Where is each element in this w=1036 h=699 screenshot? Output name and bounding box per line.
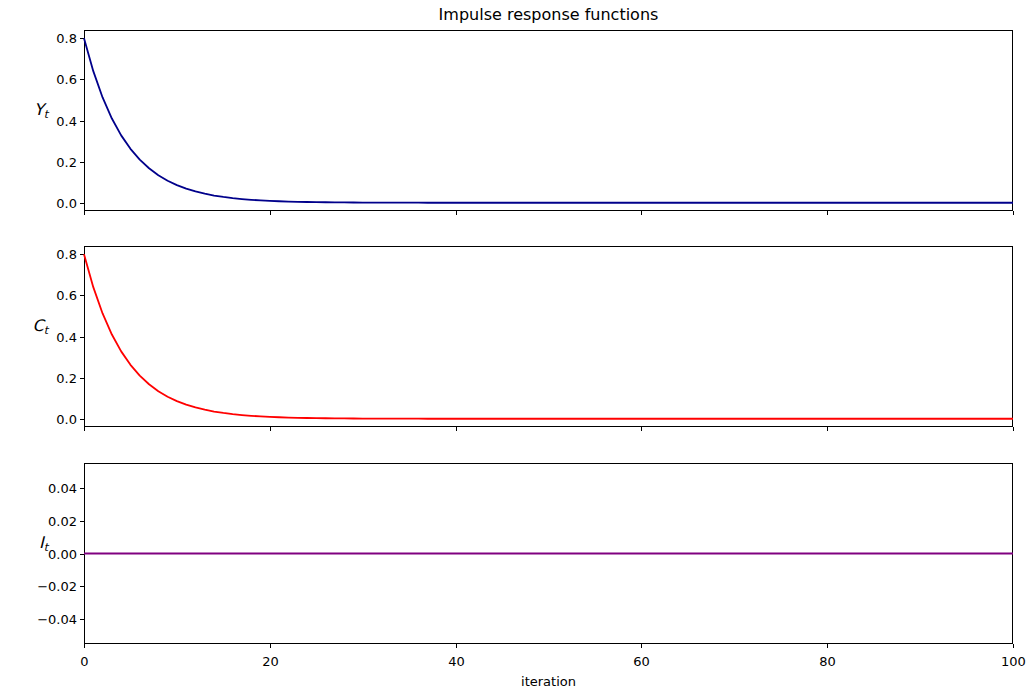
axes-frame <box>85 247 1013 427</box>
ylabel-Ct-main: C <box>33 316 44 335</box>
axes-frame <box>85 31 1013 211</box>
series-line-Ct <box>84 254 1013 419</box>
ylabel-Yt-sub: t <box>44 108 48 121</box>
y-tick-label: 0.0 <box>56 412 77 427</box>
y-tick-label: 0.6 <box>56 288 77 303</box>
x-tick-label: 80 <box>819 654 836 669</box>
x-tick-label: 60 <box>633 654 650 669</box>
subplot-Yt: 0.0 0.2 0.4 0.6 0.8 <box>56 31 1013 216</box>
xlabel: iteration <box>84 674 1013 689</box>
y-tick-label: 0.2 <box>56 371 77 386</box>
series-line-Yt <box>84 38 1013 203</box>
y-tick-label: 0.4 <box>56 114 77 129</box>
axes-canvas: 0.0 0.2 0.4 0.6 0.8 0.0 0.2 0.4 0.6 0.8 −0.04 −0.02… <box>0 0 1036 699</box>
chart-title: Impulse response functions <box>84 5 1013 24</box>
x-tick-label: 20 <box>262 654 279 669</box>
y-tick-label: 0.8 <box>56 31 77 46</box>
y-tick-label: 0.04 <box>48 481 77 496</box>
ylabel-Yt: Yt <box>0 100 48 120</box>
ylabel-Yt-main: Y <box>34 100 44 119</box>
ylabel-Ct: Ct <box>0 316 48 336</box>
y-tick-label: 0.8 <box>56 247 77 262</box>
y-tick-label: 0.0 <box>56 196 77 211</box>
x-tick-label: 40 <box>448 654 465 669</box>
x-tick-label: 100 <box>1001 654 1026 669</box>
y-tick-label: 0.4 <box>56 330 77 345</box>
ylabel-It: It <box>0 533 48 553</box>
y-tick-label: 0.6 <box>56 72 77 87</box>
y-tick-label: 0.00 <box>48 547 77 562</box>
x-tick-label: 0 <box>80 654 88 669</box>
ylabel-Ct-sub: t <box>44 324 48 337</box>
y-tick-label: 0.2 <box>56 155 77 170</box>
figure: 0.0 0.2 0.4 0.6 0.8 0.0 0.2 0.4 0.6 0.8 −0.04 −0.02… <box>0 0 1036 699</box>
subplot-Ct: 0.0 0.2 0.4 0.6 0.8 <box>56 247 1013 432</box>
ylabel-It-sub: t <box>44 541 48 554</box>
y-tick-label: −0.02 <box>37 579 77 594</box>
subplot-It: −0.04 −0.02 0.00 0.02 0.04 0 20 40 60 80 100 <box>37 464 1026 670</box>
y-tick-label: −0.04 <box>37 612 77 627</box>
y-tick-label: 0.02 <box>48 514 77 529</box>
